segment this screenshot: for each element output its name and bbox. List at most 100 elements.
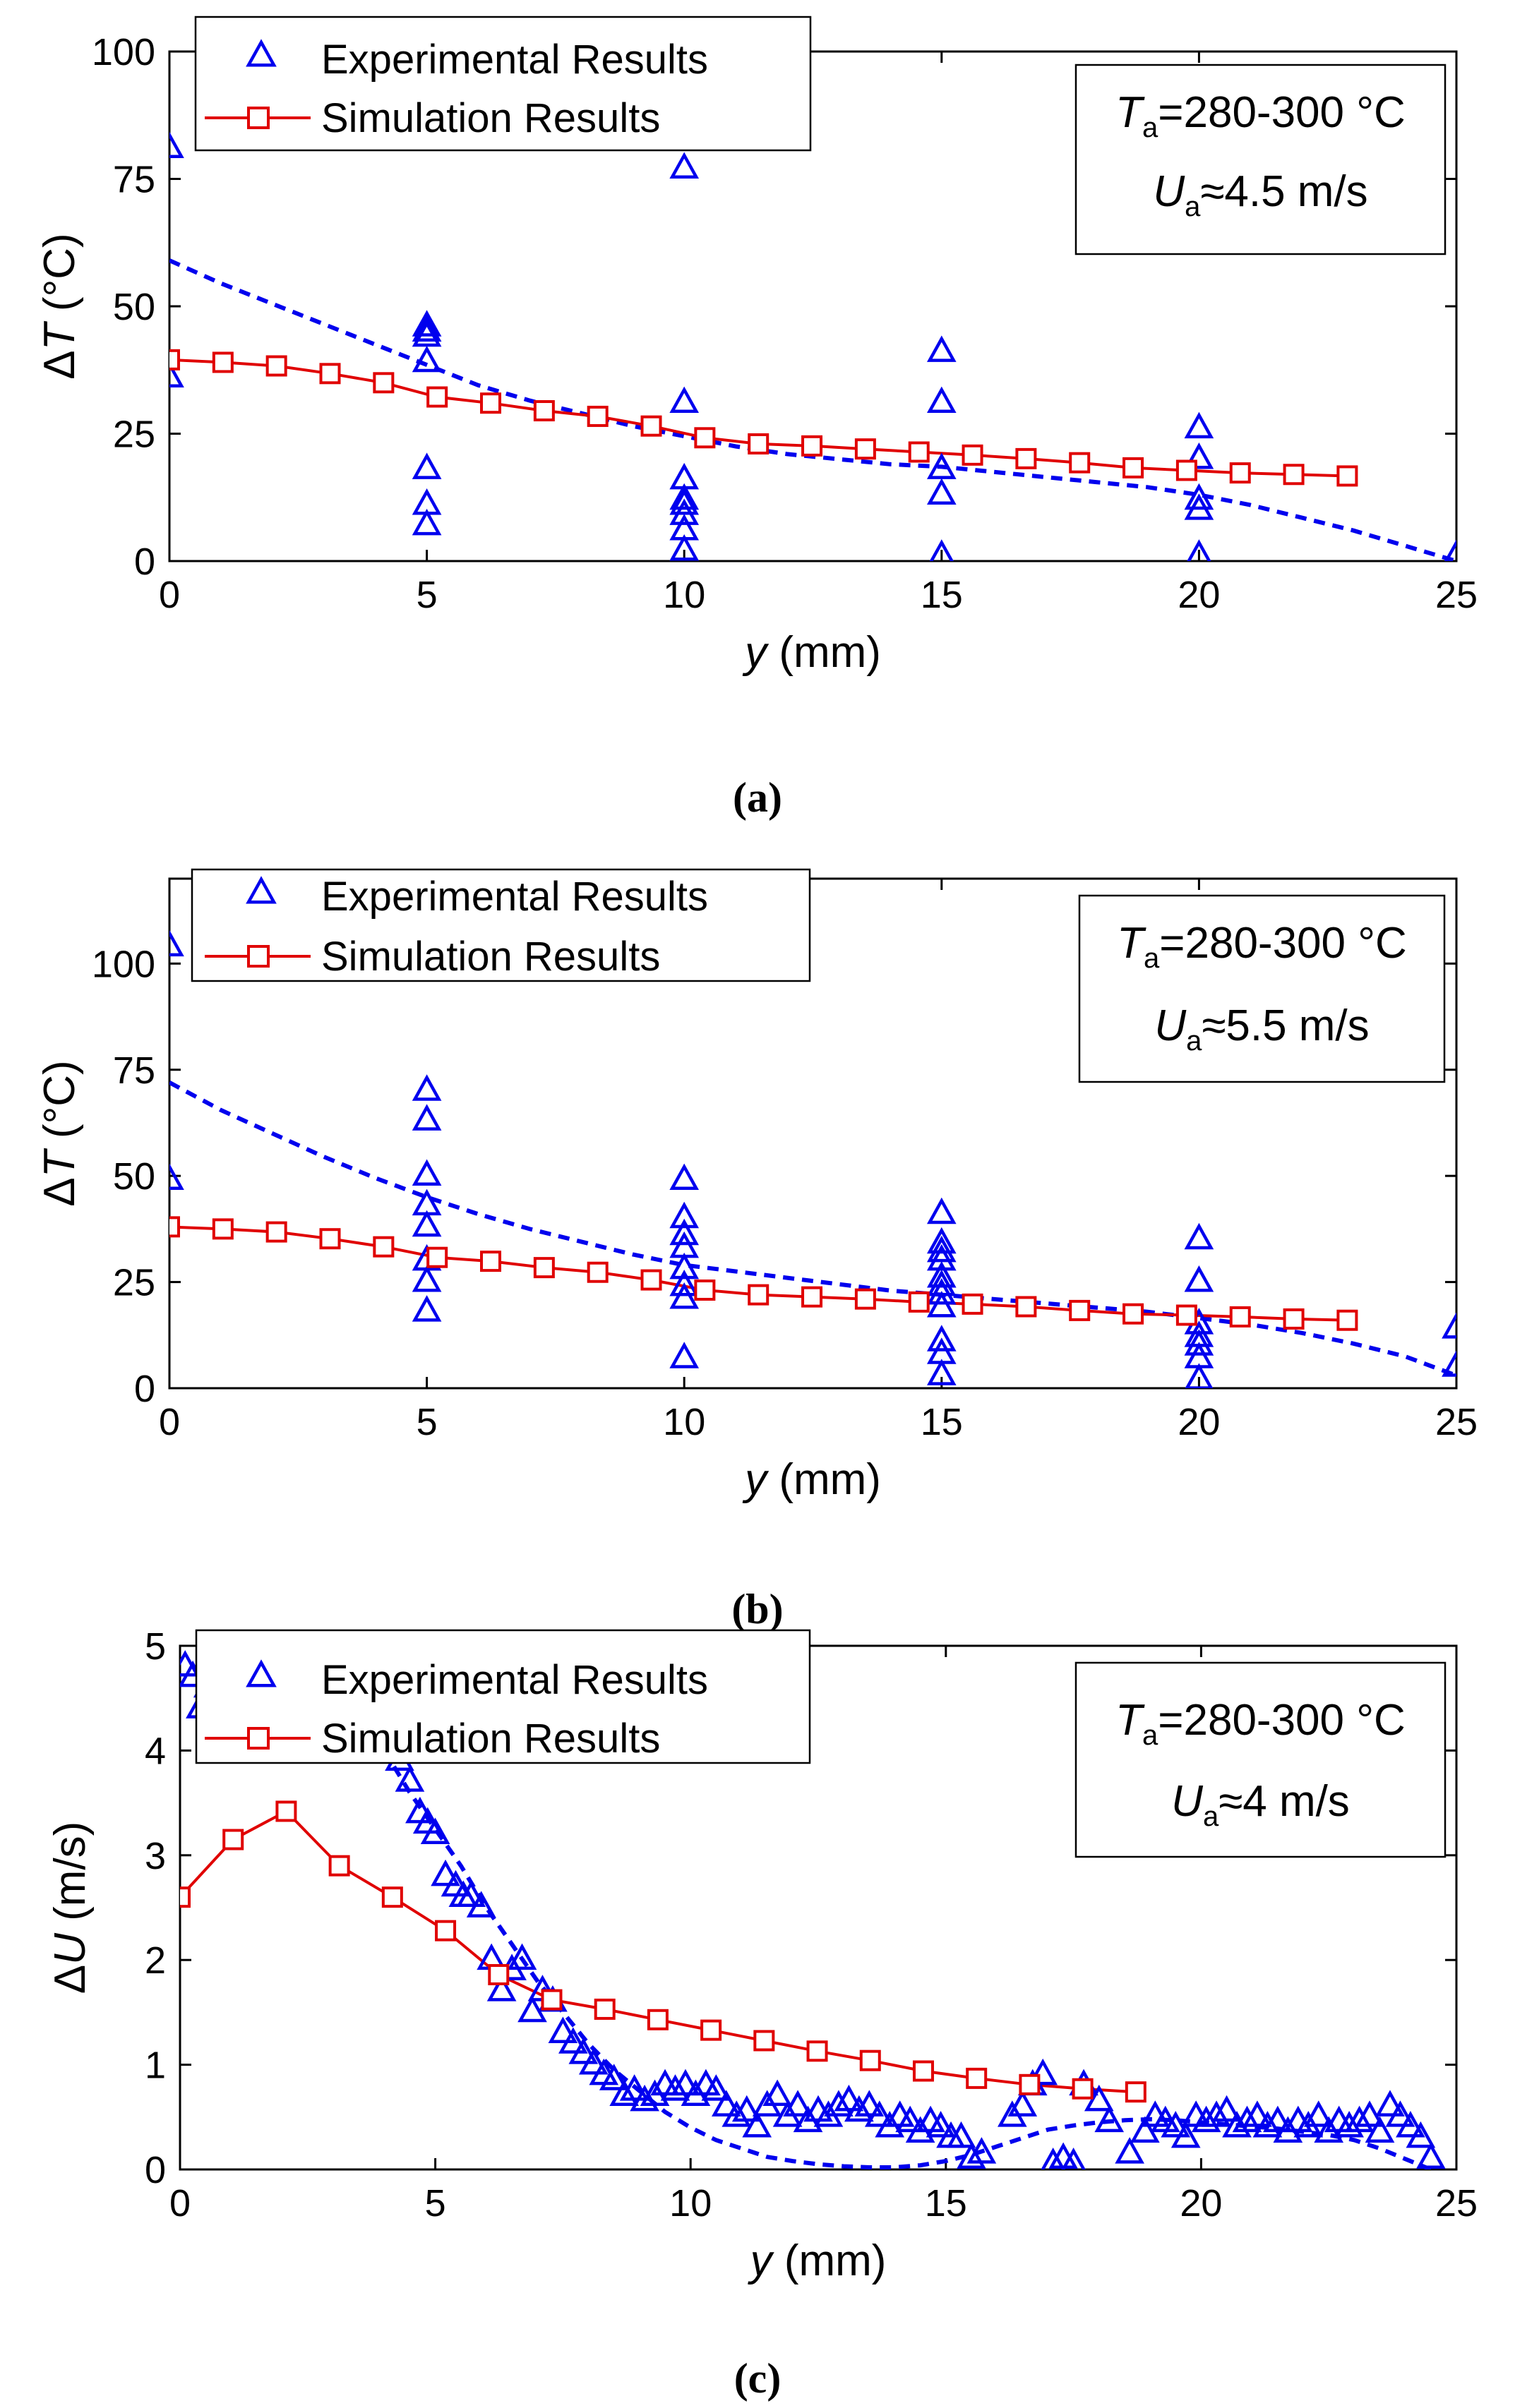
experimental-point xyxy=(669,483,700,510)
experimental-point xyxy=(929,539,954,561)
y-axis-unit: (°C) xyxy=(35,233,84,323)
experimental-point xyxy=(1028,2058,1058,2085)
x-axis-unit: (mm) xyxy=(767,628,881,677)
simulation-point xyxy=(962,1293,983,1315)
simulation-point xyxy=(222,1829,244,1850)
simulation-point xyxy=(859,2049,881,2071)
simulation-point xyxy=(801,1286,823,1308)
simulation-point xyxy=(908,1291,930,1313)
y-tick-label: 3 xyxy=(145,1835,166,1877)
x-tick-label: 20 xyxy=(1180,2182,1222,2225)
experimental-point xyxy=(1187,539,1211,561)
y-tick-label: 75 xyxy=(113,159,155,201)
simulation-point xyxy=(1069,1299,1091,1321)
plot-data xyxy=(169,929,1456,1388)
experimental-point xyxy=(1232,2105,1262,2133)
simulation-point xyxy=(694,427,716,449)
experimental-point xyxy=(742,2111,772,2138)
experimental-point xyxy=(1184,1329,1214,1356)
annotation-t-sub: a xyxy=(1144,943,1160,974)
experimental-point xyxy=(1184,1222,1214,1250)
y-tick-label: 4 xyxy=(145,1730,166,1772)
simulation-point xyxy=(1122,1303,1144,1325)
experimental-point xyxy=(926,1235,957,1263)
y-tick-label: 25 xyxy=(113,1262,155,1304)
experimental-point xyxy=(1184,1265,1214,1292)
panel-label: (b) xyxy=(731,1586,783,1632)
experimental-point xyxy=(669,1269,700,1296)
y-axis-delta: Δ xyxy=(46,1965,95,1994)
experimental-point xyxy=(1184,411,1214,439)
experimental-point xyxy=(669,488,700,515)
experimental-point xyxy=(1406,2121,1436,2148)
y-axis-var: T xyxy=(35,1148,84,1177)
y-tick-label: 1 xyxy=(145,2045,166,2087)
experimental-point xyxy=(701,2074,731,2101)
legend-experimental-marker xyxy=(246,876,277,904)
y-tick-label: 100 xyxy=(92,943,155,985)
simulation-point xyxy=(319,1228,341,1250)
simulation-point xyxy=(908,441,930,463)
conditions-annotation: Ta=280-300 °CUa≈4.5 m/s xyxy=(1074,64,1447,255)
experimental-point xyxy=(946,2121,976,2148)
experimental-point xyxy=(412,310,442,337)
experimental-point xyxy=(548,2016,578,2043)
simulation-point xyxy=(381,1886,403,1908)
annotation-box xyxy=(1074,64,1447,255)
y-tick-label: 25 xyxy=(113,414,155,456)
experimental-point xyxy=(412,315,442,342)
annotation-temperature: Ta=280-300 °C xyxy=(1115,1696,1406,1751)
experimental-point xyxy=(669,1218,700,1246)
simulation-point xyxy=(854,438,876,460)
experimental-point xyxy=(926,1325,957,1352)
y-axis-unit: (°C) xyxy=(35,1060,84,1150)
experimental-point xyxy=(169,929,184,957)
experimental-point xyxy=(169,1163,184,1191)
experimental-point xyxy=(578,2047,609,2075)
x-axis-label: y (mm) xyxy=(742,628,881,677)
experimental-point xyxy=(712,2090,741,2117)
experimental-point xyxy=(671,2069,700,2096)
y-axis-label: ΔU (m/s) xyxy=(46,1822,95,1994)
x-tick-label: 5 xyxy=(417,574,438,616)
experimental-point xyxy=(1334,2111,1364,2138)
x-tick-label: 25 xyxy=(1435,1401,1478,1443)
legend-experimental-label: Experimental Results xyxy=(321,37,708,83)
experimental-point xyxy=(599,2064,629,2090)
legend-experimental-label: Experimental Results xyxy=(321,874,708,920)
annotation-u-text: ≈4.5 m/s xyxy=(1200,167,1367,216)
annotation-u-var: U xyxy=(1153,167,1185,216)
experimental-point xyxy=(721,2100,752,2127)
x-tick-label: 0 xyxy=(169,2182,191,2225)
experimental-point xyxy=(412,1074,442,1101)
x-tick-label: 25 xyxy=(1435,574,1478,616)
experimental-point xyxy=(412,1210,442,1237)
simulation-point xyxy=(373,372,395,394)
simulation-point xyxy=(1283,1308,1305,1330)
experimental-point xyxy=(517,1995,547,2023)
simulation-point xyxy=(488,1963,510,1985)
experimental-point xyxy=(1222,2111,1252,2138)
experimental-point xyxy=(669,1252,700,1280)
experimental-point xyxy=(420,1817,450,1844)
simulation-point xyxy=(587,1261,609,1283)
simulation-point xyxy=(748,433,770,454)
experimental-point xyxy=(1211,2095,1242,2122)
experimental-point xyxy=(1115,2137,1144,2164)
experimental-point xyxy=(926,386,957,414)
legend-box xyxy=(191,868,811,982)
experimental-point xyxy=(926,1227,957,1254)
experimental-point xyxy=(486,1975,517,2001)
experimental-point xyxy=(1416,2142,1446,2169)
annotation-box xyxy=(1074,1661,1447,1858)
y-tick-label: 100 xyxy=(92,31,155,73)
experimental-point xyxy=(466,1891,496,1918)
y-tick-label: 50 xyxy=(113,1155,155,1198)
experimental-point xyxy=(1303,2100,1334,2127)
experimental-fit-curve xyxy=(279,1646,1432,2169)
experimental-point xyxy=(669,1163,700,1191)
experimental-point xyxy=(1170,2121,1201,2148)
experimental-point xyxy=(1263,2105,1293,2133)
